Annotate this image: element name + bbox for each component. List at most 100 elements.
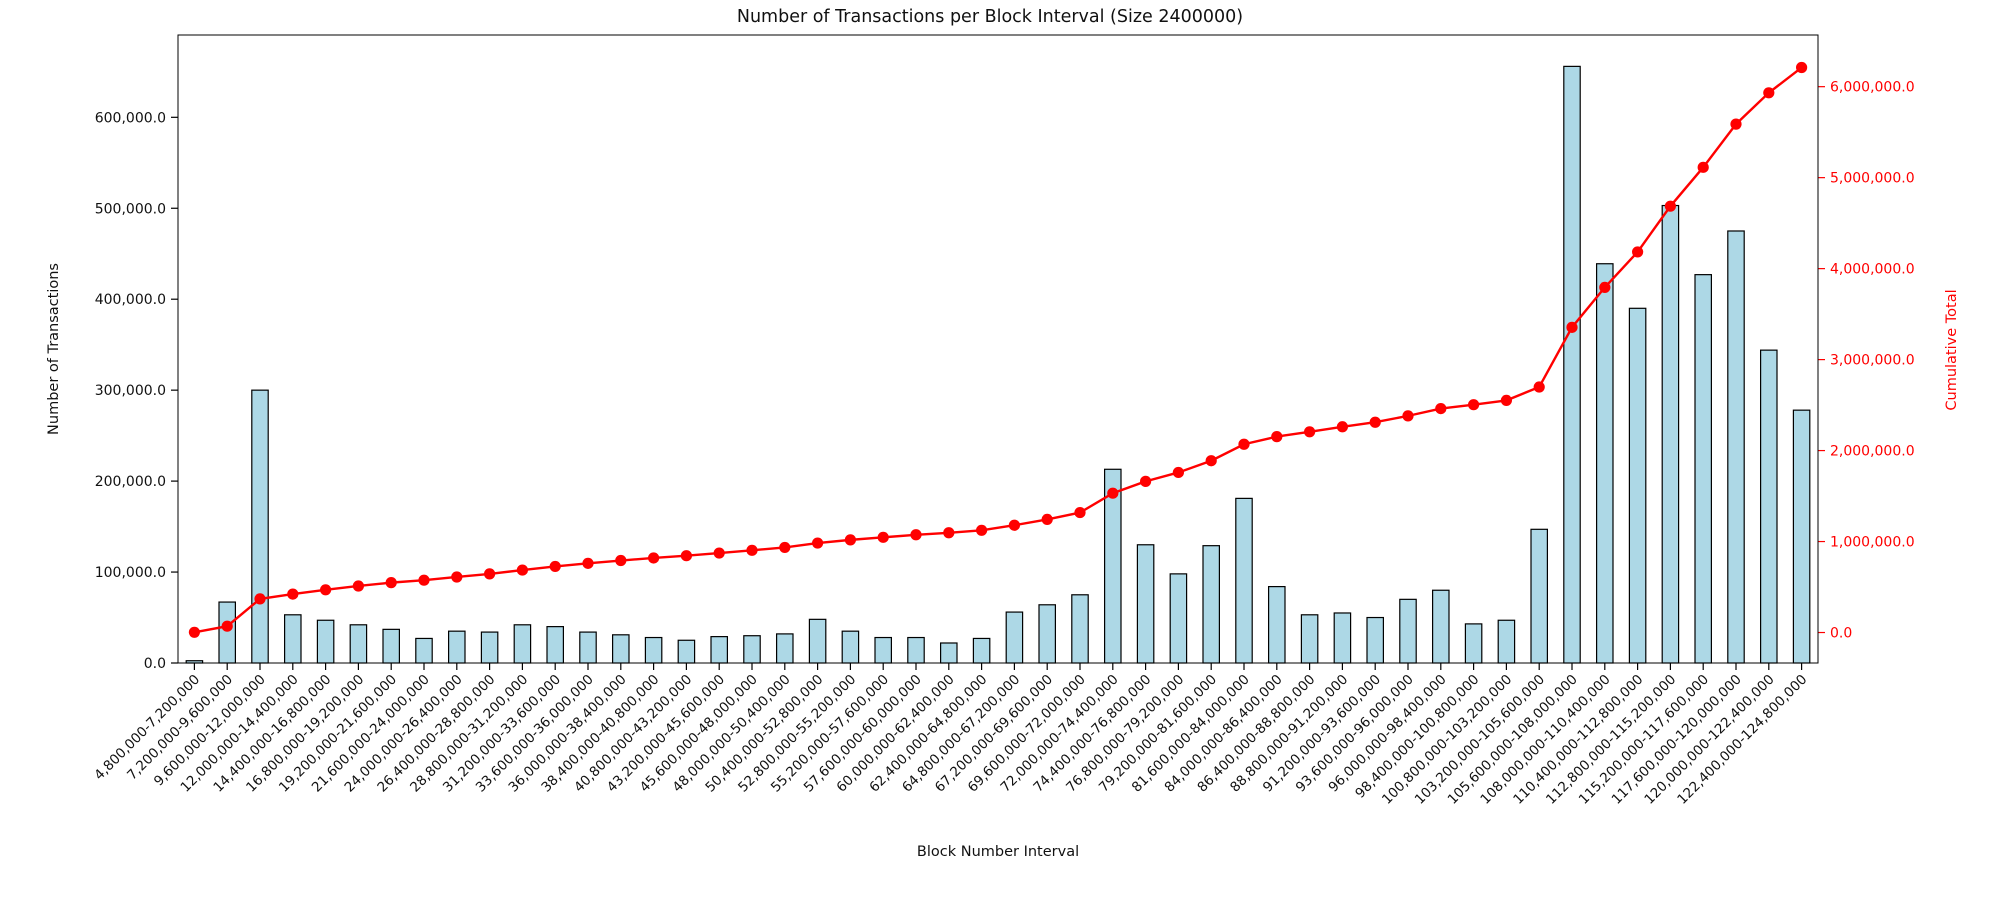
cumulative-point [746,544,758,556]
cumulative-point [1632,246,1644,258]
cumulative-point [188,626,200,638]
bar [513,624,532,664]
bar [1628,307,1647,664]
bar [415,637,433,664]
left-tick-label: 0.0 [144,656,166,672]
cumulative-point [1566,321,1578,333]
bar [251,389,269,664]
cumulative-line [194,66,1803,634]
chart-title: Number of Transactions per Block Interva… [737,7,1243,27]
cumulative-point [680,550,693,562]
bar [710,636,728,664]
left-tick-label: 200,000.0 [95,474,166,490]
bar [349,624,368,664]
bar [1563,65,1581,664]
bar [1530,528,1548,664]
cumulative-point [1172,466,1184,479]
cumulative-point [1599,281,1611,294]
cumulative-point [1369,416,1381,428]
cumulative-point [877,531,889,543]
cumulative-point [287,588,299,600]
cumulative-point [254,593,266,605]
cumulative-point [910,529,922,541]
y-axis-label-left: Number of Transactions [46,263,62,435]
bar [382,628,400,664]
plot-border [177,34,1819,664]
cumulative-point [1500,394,1512,406]
plot-area: 4,800,000-7,200,0007,200,000-9,600,0009,… [91,34,1915,808]
bar [1005,611,1024,664]
x-axis-label: Block Number Interval [917,844,1079,860]
cumulative-point [1763,87,1775,99]
cumulative-point [221,620,233,632]
bar [316,619,335,664]
cumulative-point [1205,455,1217,467]
cumulative-point [1074,506,1086,519]
bar [1792,409,1811,664]
left-tick-label: 100,000.0 [95,565,166,581]
right-tick-label: 2,000,000.0 [1830,444,1915,460]
cumulative-point [615,554,627,567]
cumulative-point [1336,421,1348,433]
cumulative-point [648,552,660,564]
cumulative-point [779,541,791,554]
bar [1038,604,1056,664]
left-tick-label: 300,000.0 [95,383,166,399]
cumulative-point [1796,61,1808,74]
cumulative-point [1271,431,1283,443]
cumulative-point [1468,399,1480,411]
cumulative-point [1107,487,1119,499]
bar [1759,349,1778,664]
cumulative-point [418,574,430,586]
cumulative-point [484,568,496,580]
right-tick-label: 1,000,000.0 [1830,535,1915,551]
bar [808,618,827,664]
bar [1366,616,1384,664]
bar [644,636,663,664]
bar [1595,263,1614,664]
bar [775,633,794,664]
bar [218,601,236,664]
cumulative-point [1041,513,1053,526]
cumulative-point [713,547,725,559]
bar [1202,545,1220,664]
bar [1071,594,1089,664]
cumulative-point [844,534,857,546]
left-tick-label: 500,000.0 [95,201,166,217]
bar [1169,573,1188,664]
bar [1497,619,1516,664]
left-tick-label: 600,000.0 [95,110,166,126]
cumulative-point [1664,200,1676,212]
cumulative-point [1533,381,1545,393]
bar [1464,623,1483,664]
right-tick-label: 4,000,000.0 [1830,262,1915,278]
bar [611,634,630,664]
cumulative-point [1008,519,1021,531]
bar [1399,598,1417,664]
bar [907,636,925,664]
right-tick-label: 5,000,000.0 [1830,171,1915,187]
cumulative-point [320,584,332,596]
cumulative-point [1402,410,1414,422]
cumulative-point [1435,402,1447,415]
cumulative-point [549,560,561,573]
bar [546,626,564,664]
bar [939,642,958,664]
cumulative-point [976,524,988,536]
cumulative-point [385,577,397,589]
bar [1267,585,1286,664]
bar [1136,544,1155,664]
cumulative-point [1304,426,1316,438]
bar [1694,274,1712,664]
right-tick-label: 0.0 [1830,626,1852,642]
cumulative-point [1730,118,1742,130]
bar [1235,497,1253,664]
bar [480,631,499,664]
bar [1333,612,1352,664]
cumulative-point [516,564,529,576]
bar [1431,589,1450,664]
bar [874,636,892,664]
cumulative-point [1238,438,1250,450]
y-axis-label-right: Cumulative Total [1944,289,1960,410]
